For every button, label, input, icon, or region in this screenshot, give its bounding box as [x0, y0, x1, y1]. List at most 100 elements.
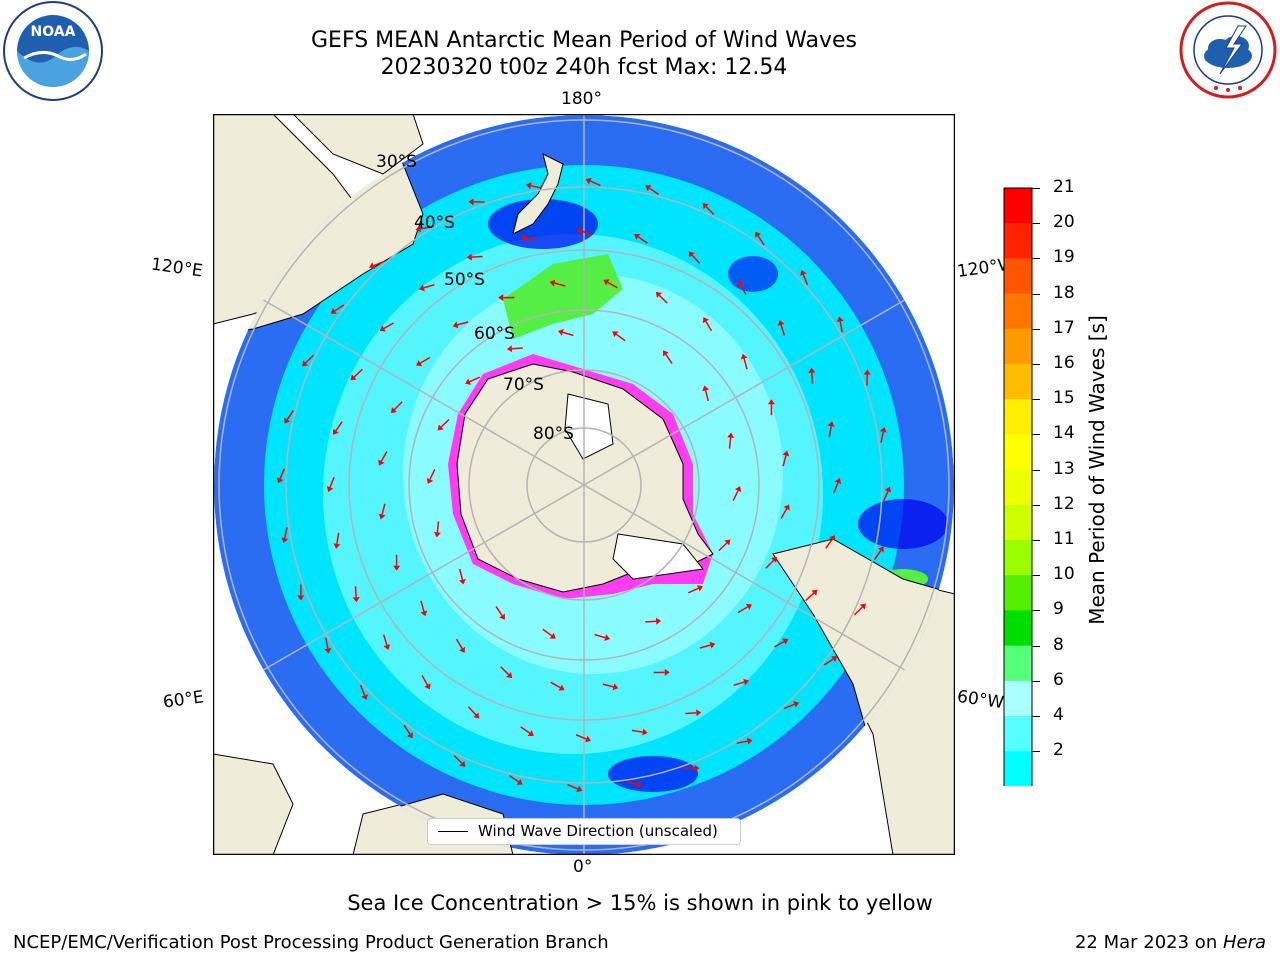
- wind-arrow: [520, 726, 531, 734]
- wind-arrow-head: [326, 486, 334, 492]
- wind-arrow-head: [473, 712, 480, 719]
- colorbar-tick-mark: [1032, 328, 1040, 330]
- wind-arrow-head: [324, 647, 332, 654]
- wind-arrow-head: [378, 513, 386, 520]
- wind-arrow: [780, 508, 788, 519]
- map-legend: Wind Wave Direction (unscaled): [427, 818, 741, 845]
- wind-arrow-head: [424, 683, 431, 690]
- wind-arrow: [550, 681, 561, 689]
- wind-arrow: [665, 354, 673, 364]
- wind-arrow: [853, 606, 863, 616]
- wind-arrow-head: [378, 459, 385, 466]
- wind-arrow: [469, 376, 481, 383]
- wind-arrow-head: [506, 672, 513, 679]
- wind-arrow: [615, 333, 626, 342]
- colorbar-tick-label: 14: [1053, 423, 1075, 444]
- wind-arrow: [383, 322, 394, 330]
- wind-arrow: [649, 187, 659, 196]
- wind-arrow: [423, 283, 435, 289]
- colorbar-segment: [1004, 575, 1032, 611]
- colorbar-tick-label: 12: [1053, 493, 1075, 514]
- wind-arrow-head: [829, 535, 835, 542]
- map-panel: [212, 113, 956, 856]
- wind-arrow: [645, 620, 657, 623]
- wind-arrow-head: [777, 320, 785, 326]
- colorbar-segment: [1004, 434, 1032, 471]
- footer-left: NCEP/EMC/Verification Post Processing Pr…: [13, 932, 609, 953]
- colorbar-tick-label: 2: [1053, 740, 1064, 761]
- wind-arrow-head: [585, 735, 591, 743]
- wind-arrow: [602, 683, 614, 688]
- wind-arrow: [705, 321, 713, 332]
- wind-arrow: [581, 230, 593, 236]
- wind-arrow: [429, 469, 436, 480]
- wind-arrow-head: [662, 350, 669, 357]
- colorbar-segment: [1004, 645, 1032, 682]
- wind-arrow-head: [350, 374, 357, 381]
- wind-arrow-head: [333, 428, 339, 435]
- colorbar-tick-label: 10: [1053, 564, 1075, 585]
- wind-arrow-head: [859, 603, 866, 610]
- colorbar-tick-label: 11: [1053, 529, 1075, 549]
- wind-arrow: [733, 681, 745, 687]
- wind-arrow-head: [740, 353, 748, 360]
- colorbar-tick-mark: [1032, 575, 1040, 577]
- wind-arrow: [736, 740, 748, 744]
- wind-arrow-head: [746, 737, 753, 745]
- wind-arrow: [554, 282, 566, 287]
- wind-arrow: [393, 401, 403, 411]
- wind-arrow-head: [831, 656, 838, 663]
- wind-arrow-head: [466, 253, 472, 261]
- wind-arrow-head: [433, 532, 441, 538]
- wind-arrow: [420, 226, 432, 230]
- wind-arrow: [626, 781, 638, 786]
- wind-arrow: [825, 538, 833, 549]
- colorbar-tick-label: 17: [1053, 317, 1075, 338]
- wind-arrow-head: [498, 294, 504, 302]
- wind-arrow: [471, 255, 483, 258]
- noaa-logo-icon: NOAA: [2, 0, 104, 102]
- wind-arrow: [823, 658, 834, 666]
- wind-arrow: [658, 294, 668, 304]
- wind-arrow-head: [276, 477, 284, 484]
- legend-label: Wind Wave Direction (unscaled): [478, 822, 718, 840]
- wind-arrow-head: [702, 203, 709, 210]
- wind-arrow: [594, 633, 606, 639]
- wind-arrow-head: [604, 634, 610, 642]
- wind-arrow-head: [281, 537, 289, 543]
- australia-north-land: [292, 114, 424, 175]
- wind-arrow: [495, 606, 503, 616]
- wind-arrow-head: [811, 589, 818, 596]
- lon-label-right-lower: 60°W: [955, 686, 1006, 714]
- wind-arrow-head: [702, 317, 709, 324]
- wind-arrow: [542, 628, 553, 637]
- wind-arrow: [873, 550, 882, 560]
- wind-arrow-head: [302, 360, 309, 367]
- colorbar-tick-mark: [1032, 293, 1040, 295]
- wind-arrow: [732, 490, 739, 501]
- wind-arrow-head: [612, 331, 619, 338]
- colorbar-tick-mark: [1032, 258, 1040, 260]
- colorbar-tick-mark: [1032, 645, 1040, 647]
- wind-arrow-head: [576, 785, 583, 793]
- wind-arrow-head: [368, 262, 375, 269]
- wind-arrow-head: [437, 424, 444, 431]
- wind-arrow-head: [694, 764, 700, 772]
- colorbar-tick-label: 9: [1053, 599, 1064, 620]
- wind-arrow: [353, 368, 363, 378]
- wind-arrow-head: [783, 504, 790, 511]
- chart-title: GEFS MEAN Antarctic Mean Period of Wind …: [311, 28, 857, 53]
- wind-arrow: [783, 703, 795, 710]
- wind-arrow-head: [836, 316, 844, 323]
- wind-arrow-head: [549, 279, 556, 287]
- wind-arrow-head: [808, 367, 816, 373]
- colorbar-segment: [1004, 223, 1032, 259]
- wind-arrow: [704, 390, 710, 402]
- colorbar-segment: [1004, 364, 1032, 400]
- wind-arrow: [782, 455, 787, 467]
- wind-arrow-head: [465, 378, 472, 385]
- lon-label-bottom: 0°: [573, 857, 593, 877]
- footer-right: 22 Mar 2023 on Hera: [1075, 932, 1266, 953]
- wind-arrow-head: [634, 234, 641, 240]
- wind-arrow: [457, 321, 469, 326]
